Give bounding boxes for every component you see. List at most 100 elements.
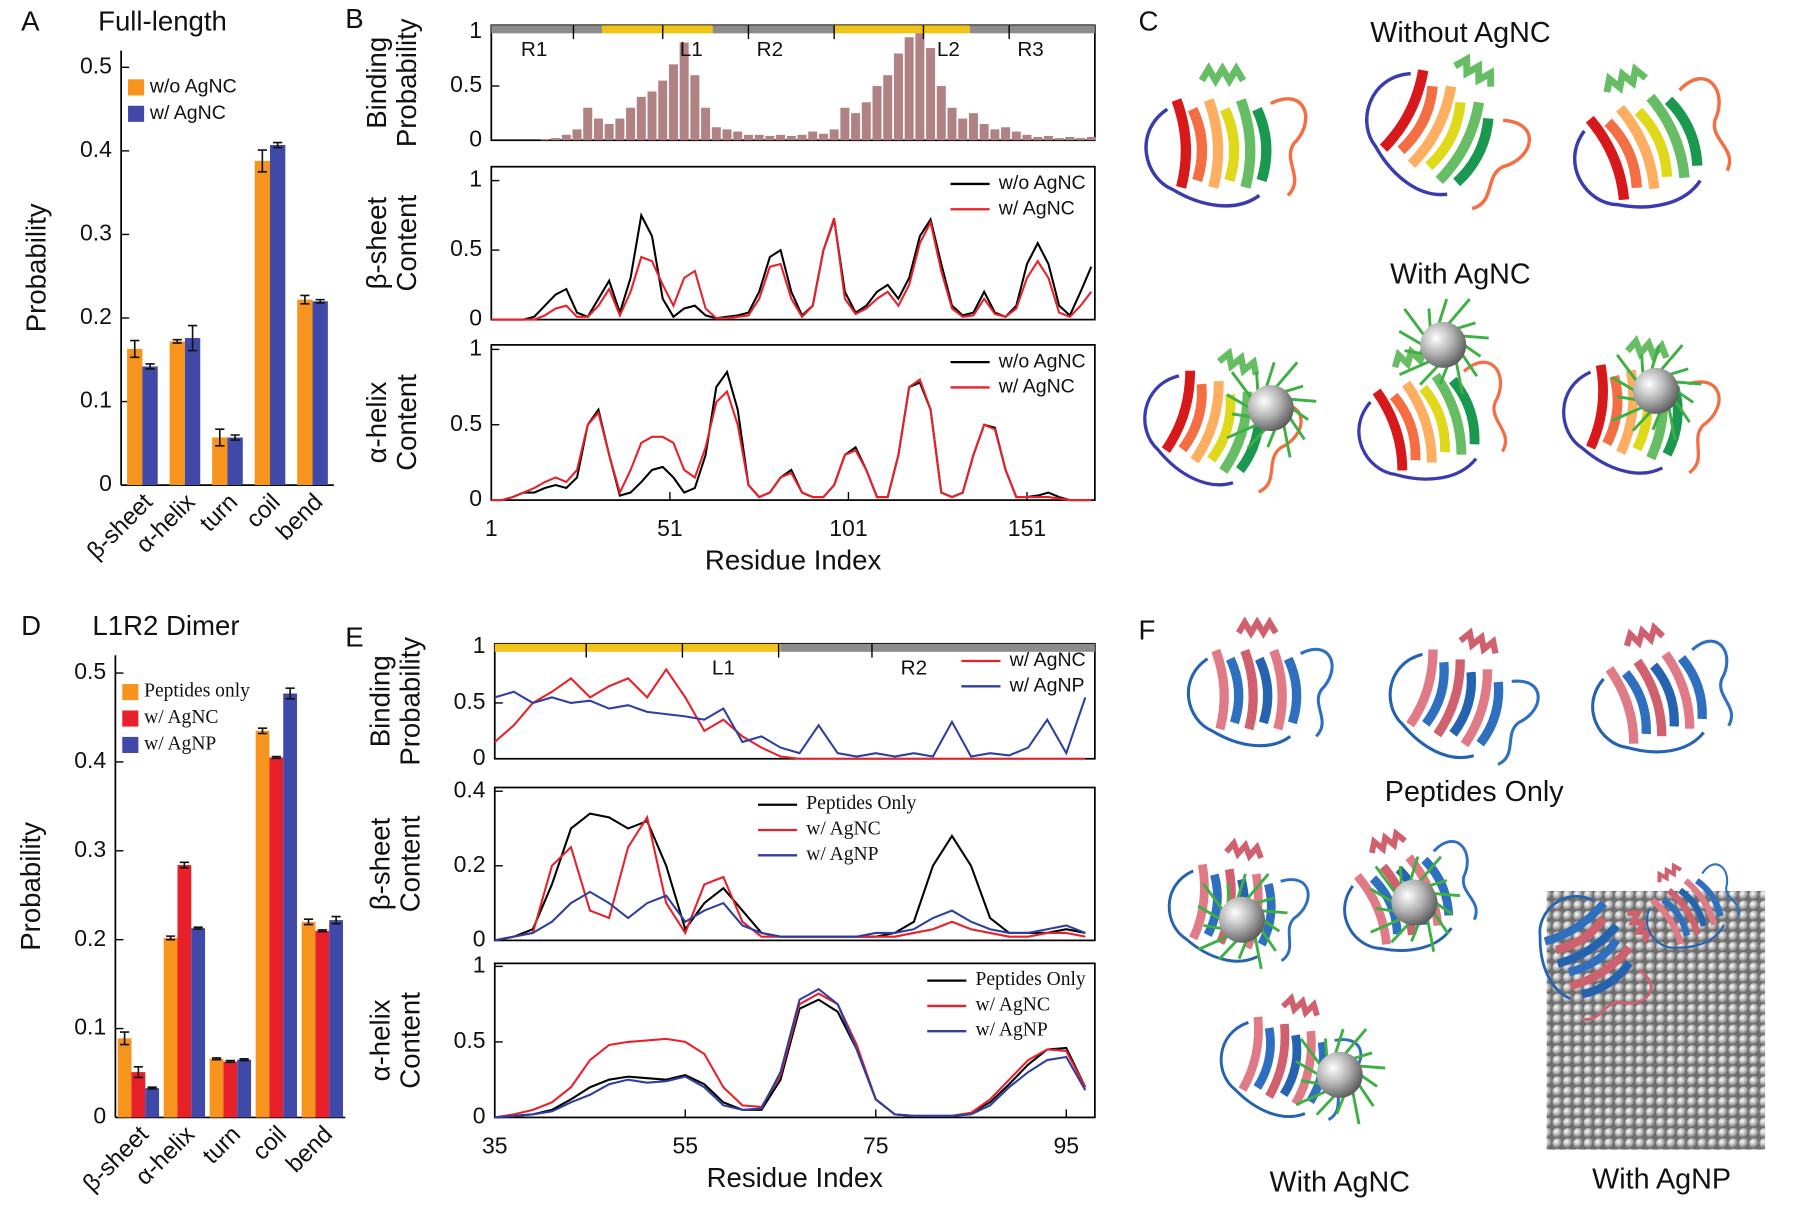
loop xyxy=(1581,968,1653,1021)
ligand xyxy=(1611,376,1636,393)
legend-label: w/o AgNC xyxy=(998,350,1086,372)
error-bar xyxy=(130,339,140,359)
image-caption: Peptides Only xyxy=(1385,776,1565,808)
y-axis-label: Binding xyxy=(364,655,395,747)
ligand xyxy=(1255,371,1260,393)
ligand xyxy=(1398,865,1403,887)
beta-strand xyxy=(1178,383,1207,453)
bar xyxy=(1043,135,1053,141)
beta-strand xyxy=(1448,376,1480,445)
bar xyxy=(177,865,192,1118)
legend-label: w/ AgNC xyxy=(998,197,1075,219)
helix xyxy=(1625,335,1670,362)
ligand xyxy=(1299,1038,1323,1067)
bar xyxy=(701,107,711,141)
panel-label: B xyxy=(345,3,363,34)
ligand xyxy=(1288,416,1306,441)
bar xyxy=(1065,137,1075,141)
y-tick-label: 0.4 xyxy=(74,747,106,773)
loop xyxy=(1365,71,1448,197)
plot-frame xyxy=(490,165,1096,321)
region-segment xyxy=(494,643,781,652)
beta-strand xyxy=(1402,380,1437,463)
bar xyxy=(227,437,243,486)
error-bar xyxy=(257,149,267,173)
ligand xyxy=(1226,393,1251,410)
nanocluster xyxy=(1611,344,1702,441)
beta-strand xyxy=(1219,391,1253,474)
region-label: R2 xyxy=(757,38,783,61)
beta-strand xyxy=(1187,107,1208,183)
x-tick-label: 55 xyxy=(672,1132,698,1158)
bar xyxy=(765,135,775,141)
bar xyxy=(904,37,914,141)
bar xyxy=(270,145,286,486)
bar xyxy=(808,131,818,141)
protein-render xyxy=(1143,347,1303,494)
beta-strand xyxy=(1433,659,1465,738)
bar xyxy=(776,134,786,141)
beta-strand xyxy=(1161,370,1196,453)
beta-strand xyxy=(1646,93,1690,179)
legend-label: w/ AgNP xyxy=(1009,674,1085,696)
beta-strand xyxy=(1389,392,1421,461)
ligand xyxy=(1398,359,1431,376)
bar xyxy=(979,123,989,141)
silver-core xyxy=(1219,896,1266,943)
beta-strand xyxy=(1238,1016,1263,1092)
x-tick-label: 95 xyxy=(1053,1132,1079,1158)
beta-strand xyxy=(1235,98,1256,189)
beta-strand xyxy=(1543,900,1607,946)
legend-swatch xyxy=(128,105,145,122)
loop xyxy=(1257,402,1303,494)
beta-strand xyxy=(1634,107,1673,178)
ligand xyxy=(1432,892,1461,898)
y-tick-label: 0.1 xyxy=(80,387,112,413)
protein-render xyxy=(1144,62,1308,208)
protein-render xyxy=(1186,616,1334,748)
silver-core xyxy=(1247,385,1294,432)
ligand xyxy=(1202,882,1225,912)
beta-strand xyxy=(1425,101,1466,171)
nanocluster xyxy=(1369,855,1461,952)
loop xyxy=(1186,657,1292,748)
y-tick-label: 0.3 xyxy=(74,836,106,862)
beta-strand xyxy=(1449,671,1477,737)
bar xyxy=(283,693,298,1118)
beta-strand xyxy=(1616,104,1660,190)
loop xyxy=(1691,639,1734,727)
bar xyxy=(679,42,689,141)
ligand xyxy=(1236,873,1247,900)
beta-strand xyxy=(1419,384,1450,453)
legend-label: w/ AgNC xyxy=(144,707,218,728)
beta-strand xyxy=(1283,656,1302,725)
bar xyxy=(212,437,228,486)
region-segment xyxy=(712,25,835,34)
bar xyxy=(131,1072,146,1118)
x-tick-label: 151 xyxy=(1008,515,1046,541)
loop xyxy=(1343,885,1453,952)
bar xyxy=(312,301,328,486)
beta-strand xyxy=(1372,388,1408,471)
error-bar xyxy=(172,338,182,344)
legend-label: w/ AgNC xyxy=(1009,649,1086,671)
legend-label: w/o AgNC xyxy=(998,172,1086,194)
bar xyxy=(1076,138,1086,141)
bar xyxy=(163,937,178,1118)
beta-strand xyxy=(1683,878,1718,926)
chart-title: Full-length xyxy=(98,5,227,36)
ligand xyxy=(1230,371,1254,400)
y-tick-label: 0.5 xyxy=(80,52,112,78)
silver-core xyxy=(1316,1051,1363,1098)
beta-strand xyxy=(1661,897,1691,937)
bar xyxy=(593,118,603,141)
ligand xyxy=(1674,380,1702,386)
ligand xyxy=(1410,922,1421,942)
y-tick-label: 0.4 xyxy=(80,136,112,162)
bar xyxy=(926,48,936,141)
helix xyxy=(1623,622,1666,649)
beta-strand xyxy=(1661,651,1695,729)
beta-strand xyxy=(1269,648,1287,731)
